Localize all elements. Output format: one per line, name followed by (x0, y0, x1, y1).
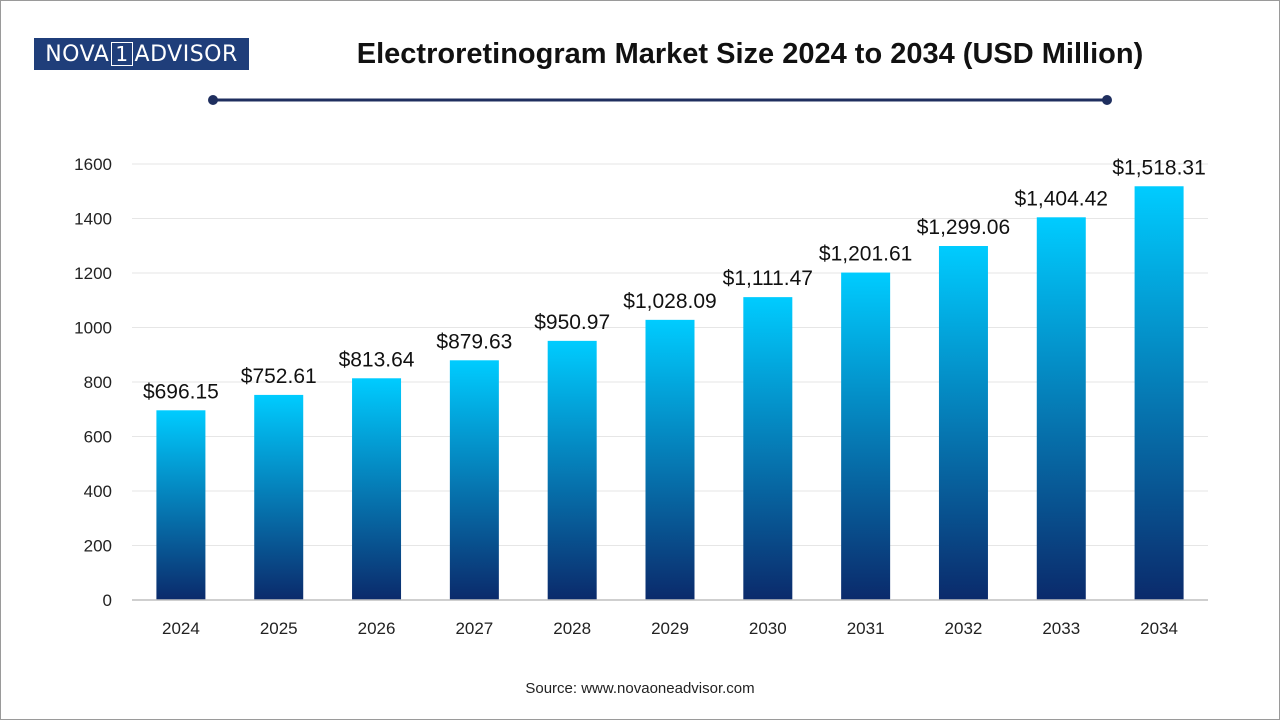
bar (1036, 217, 1086, 601)
y-tick-label: 600 (84, 428, 112, 447)
x-tick-label: 2024 (162, 619, 200, 638)
y-tick-label: 1000 (74, 319, 112, 338)
bar (449, 360, 499, 600)
data-label: $879.63 (436, 330, 512, 353)
bar (1134, 186, 1184, 600)
y-tick-label: 400 (84, 482, 112, 501)
y-tick-label: 1200 (74, 264, 112, 283)
x-tick-label: 2027 (455, 619, 493, 638)
bar (841, 272, 891, 600)
data-label: $1,299.06 (917, 216, 1010, 239)
bar (156, 410, 206, 600)
data-label: $950.97 (534, 311, 610, 334)
data-label: $1,201.61 (819, 243, 912, 266)
brand-logo: NOVA 1 ADVISOR (34, 38, 249, 70)
x-tick-label: 2031 (847, 619, 885, 638)
x-tick-label: 2029 (651, 619, 689, 638)
logo-text-mid: 1 (111, 42, 133, 66)
data-label: $696.15 (143, 380, 219, 403)
bar (743, 297, 793, 600)
data-label: $813.64 (339, 348, 415, 371)
bar (547, 340, 597, 600)
data-label: $752.61 (241, 365, 317, 388)
bar (254, 394, 304, 600)
chart-title: Electroretinogram Market Size 2024 to 20… (356, 38, 1144, 70)
bar (645, 319, 695, 600)
data-label: $1,518.31 (1112, 156, 1205, 179)
y-tick-label: 800 (84, 373, 112, 392)
x-tick-label: 2025 (260, 619, 298, 638)
x-tick-label: 2030 (749, 619, 787, 638)
y-tick-label: 1600 (74, 155, 112, 174)
data-label: $1,028.09 (623, 290, 716, 313)
source-note: Source: www.novaoneadvisor.com (525, 680, 755, 697)
title-underline (208, 95, 1112, 105)
logo-text-left: NOVA (45, 41, 110, 67)
y-tick-label: 1400 (74, 210, 112, 229)
x-tick-label: 2028 (553, 619, 591, 638)
x-tick-label: 2033 (1042, 619, 1080, 638)
x-tick-label: 2034 (1140, 619, 1178, 638)
bar (938, 246, 988, 600)
data-label: $1,111.47 (723, 267, 813, 290)
x-tick-label: 2032 (945, 619, 983, 638)
y-tick-label: 0 (103, 591, 112, 610)
logo-text-right: ADVISOR (134, 41, 238, 67)
bar (352, 378, 402, 600)
x-tick-label: 2026 (358, 619, 396, 638)
y-tick-label: 200 (84, 537, 112, 556)
data-label: $1,404.42 (1015, 187, 1108, 210)
